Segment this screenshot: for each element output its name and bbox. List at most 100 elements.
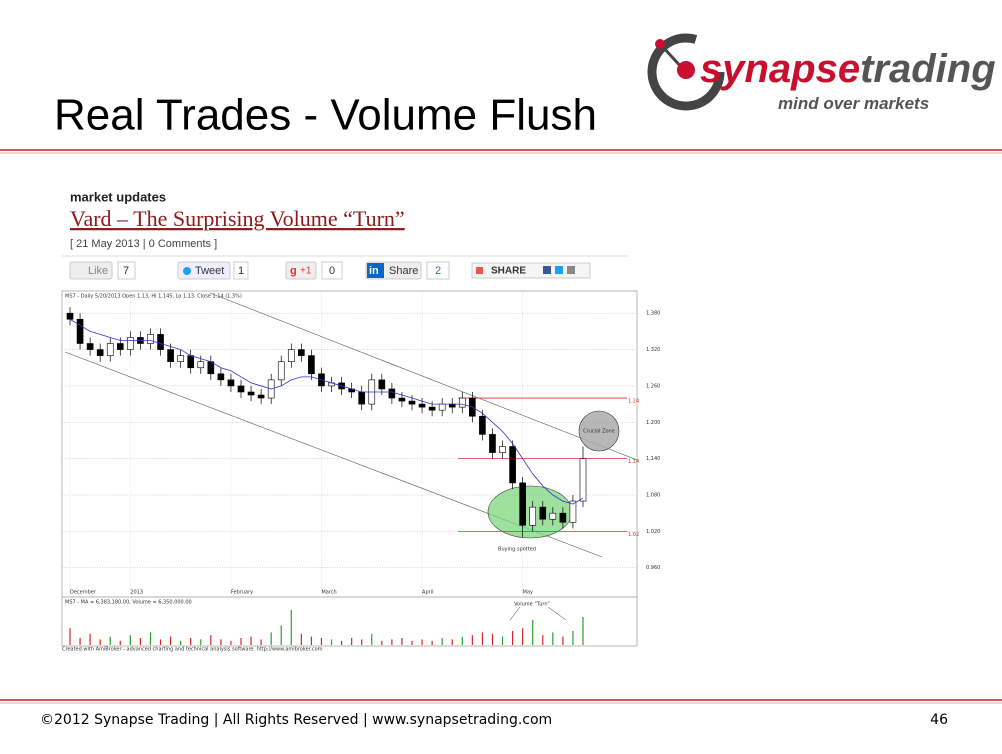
candle-body [408, 400, 416, 405]
button-label: SHARE [491, 266, 526, 277]
candle-body [187, 355, 195, 369]
x-tick-label: March [321, 590, 336, 596]
volume-bar [169, 636, 172, 645]
like-button[interactable] [69, 261, 113, 280]
button-count: 1 [238, 265, 244, 277]
volume-bar [522, 628, 524, 645]
candle-body [177, 355, 184, 362]
candle-body [217, 373, 225, 381]
y-tick-label: 1.320 [646, 347, 660, 353]
button-count: 2 [435, 265, 441, 277]
button-label: Like [88, 265, 108, 277]
volume-bar [552, 632, 554, 645]
volume-bar [300, 633, 302, 645]
post-meta: [ 21 May 2013 | 0 Comments ] [70, 238, 217, 250]
volume-bar [139, 638, 142, 645]
level-label: 1.24 [628, 399, 639, 405]
page-number: 46 [930, 712, 948, 728]
candle-body [418, 403, 426, 408]
stock-chart: MS7 - Daily 5/20/2013 Open 1.13, Hi 1.14… [61, 290, 660, 653]
logo: synapsetrading mind over markets [647, 33, 996, 113]
volume-bar [351, 638, 353, 645]
candle-body [116, 343, 124, 350]
volume-bar [260, 639, 262, 645]
logo-name: synapsetrading [700, 47, 996, 91]
footer-text: ©2012 Synapse Trading | All Rights Reser… [40, 712, 552, 728]
candle-body [378, 379, 386, 390]
count-box [321, 261, 343, 280]
button-label: Share [389, 265, 418, 277]
logo-ring [647, 33, 725, 111]
candle-body [458, 397, 466, 408]
volume-header: MS7 - MA = 6,383,180.00, Volume = 6,350,… [65, 600, 192, 606]
candle-body [157, 334, 164, 350]
twitter-icon [183, 267, 191, 275]
volume-bar [542, 635, 544, 645]
level-label: 1.02 [628, 532, 639, 538]
candle-body [237, 385, 245, 393]
volume-bar [180, 640, 182, 645]
volume-bar [79, 638, 81, 645]
volume-bar [451, 639, 453, 645]
candle-body [428, 406, 436, 411]
volume-bar [159, 639, 162, 645]
x-tick-label: December [70, 590, 97, 596]
chart-credit: Created with AmiBroker - advanced charti… [62, 647, 323, 653]
candle-body [207, 361, 215, 375]
y-tick-label: 1.200 [646, 420, 660, 426]
y-tick-label: 0.960 [646, 565, 660, 571]
volume-bar [129, 635, 131, 645]
y-tick-label: 1.080 [646, 493, 660, 499]
x-tick-label: February [231, 590, 253, 596]
volume-bar [149, 632, 152, 645]
volume-bar [381, 640, 383, 645]
chart-frame [61, 290, 638, 647]
chart-header: MS7 - Daily 5/20/2013 Open 1.13, Hi 1.14… [65, 294, 242, 300]
crucial-zone [578, 410, 620, 452]
volume-bar [461, 636, 463, 645]
candle-body [509, 446, 516, 484]
volume-bar [371, 633, 373, 645]
logo-dot [677, 61, 695, 79]
y-tick-label: 1.140 [646, 456, 660, 462]
button-count: 7 [123, 265, 129, 277]
annotation: Buying spotted [498, 547, 536, 553]
volume-bar [501, 636, 504, 645]
linkedin-icon [367, 263, 384, 278]
candle-body [479, 415, 486, 435]
count-box [233, 261, 249, 280]
logo-name-part: synapse [700, 47, 860, 91]
logo-tagline: mind over markets [778, 94, 929, 113]
candle-body [287, 349, 295, 362]
plusone-button[interactable] [285, 261, 317, 280]
y-tick-label: 1.020 [646, 529, 660, 535]
candle-body [549, 512, 557, 520]
volume-bar [361, 639, 363, 645]
volume-bar [210, 635, 212, 645]
y-tick-label: 1.260 [646, 383, 660, 389]
candle-body [529, 506, 537, 526]
annotation-arrow [547, 606, 567, 621]
volume-bar [290, 610, 292, 645]
volume-bar [471, 635, 473, 645]
annotation-arrow [509, 606, 521, 621]
post-title[interactable]: Vard – The Surprising Volume “Turn” [70, 206, 405, 231]
candle-body [358, 391, 366, 405]
candle-body [147, 334, 154, 344]
tweet-button[interactable] [177, 261, 231, 280]
candle-body [96, 349, 104, 356]
candle-body [106, 343, 114, 356]
volume-bar [230, 640, 232, 645]
volume-bar [119, 640, 121, 645]
volume-bar [491, 633, 494, 645]
x-tick-label: May [523, 590, 533, 596]
volume-bar [532, 619, 534, 645]
mail-icon [567, 266, 575, 274]
candle-body [448, 403, 456, 408]
in-icon: in [369, 265, 379, 277]
volume-bar [270, 632, 272, 645]
share-icon [476, 267, 483, 274]
volume-bar [250, 636, 252, 645]
volume-bar [240, 638, 242, 645]
